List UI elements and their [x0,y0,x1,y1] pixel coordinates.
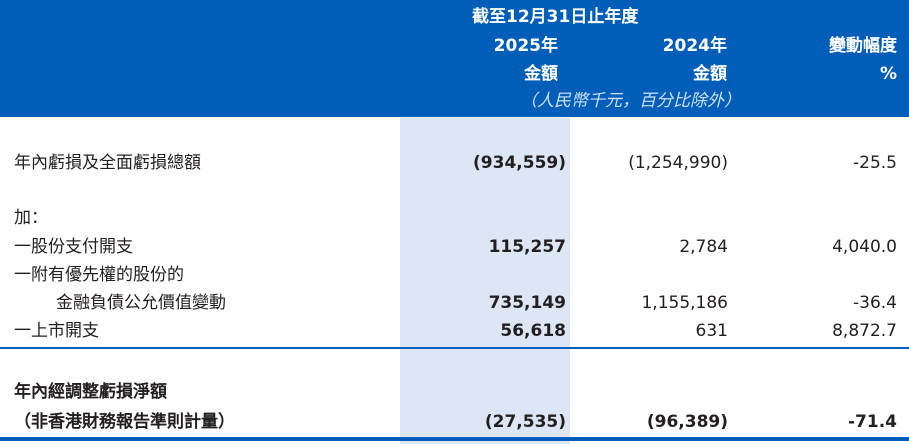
row-label: 年內經調整虧損淨額 [14,382,167,402]
row-label: 金融負債公允價值變動 [56,293,226,313]
row-label: 一附有優先權的股份的 [14,265,184,285]
pct-label: % [879,64,897,84]
value-2024: (96,389) [646,412,728,432]
row-label: （非香港財務報告準則計量） [14,412,235,432]
value-2024: 1,155,186 [641,293,728,313]
amount-2024: 金額 [693,64,727,84]
current-year-highlight [400,118,570,444]
value-change: 8,872.7 [832,321,897,341]
period-heading: 截至12月31日止年度 [472,7,639,27]
value-change: -71.4 [848,412,897,432]
row-label: 年內虧損及全面虧損總額 [14,153,201,173]
value-2025: (934,559) [473,153,566,173]
amount-2025: 金額 [524,64,558,84]
value-2025: 56,618 [500,321,566,341]
col-2024: 2024年 [662,36,727,56]
unit-note: （人民幣千元，百分比除外） [520,91,741,111]
value-2025: (27,535) [484,412,566,432]
row-label: 加： [14,208,48,228]
divider [0,347,909,349]
value-2024: (1,254,990) [628,153,728,173]
value-2024: 2,784 [679,237,728,257]
col-change: 變動幅度 [829,36,897,56]
value-2025: 115,257 [488,237,566,257]
col-2025: 2025年 [493,36,558,56]
table-header: 截至12月31日止年度 2025年 2024年 變動幅度 金額 金額 % （人民… [0,0,909,117]
row-label: 一股份支付開支 [14,237,133,257]
value-2025: 735,149 [488,293,566,313]
value-change: -36.4 [853,293,897,313]
bottom-rule [0,437,909,441]
row-label: 一上市開支 [14,321,99,341]
value-2024: 631 [695,321,728,341]
value-change: -25.5 [853,153,897,173]
value-change: 4,040.0 [832,237,897,257]
